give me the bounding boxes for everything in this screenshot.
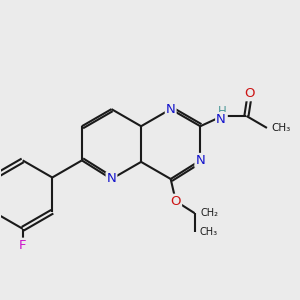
Text: F: F	[19, 239, 26, 252]
Text: O: O	[171, 195, 181, 208]
Text: N: N	[216, 113, 226, 126]
Text: H: H	[218, 105, 227, 118]
Text: N: N	[195, 154, 205, 167]
Text: N: N	[166, 103, 175, 116]
Text: CH₂: CH₂	[201, 208, 219, 218]
Text: CH₃: CH₃	[272, 123, 291, 133]
Text: N: N	[106, 172, 116, 185]
Text: O: O	[244, 87, 255, 100]
Text: CH₃: CH₃	[199, 227, 217, 237]
